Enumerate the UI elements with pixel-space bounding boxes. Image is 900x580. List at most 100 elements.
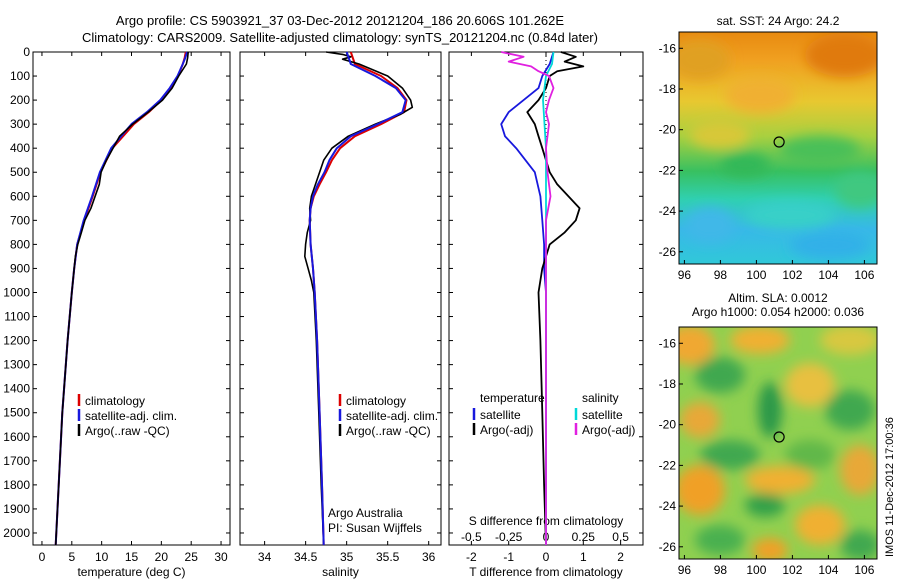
series-line-argo-raw-qc- [303, 51, 414, 546]
sla-map-title: Altim. SLA: 0.0012 [728, 291, 828, 305]
sst-map-field [679, 32, 877, 264]
map-x-tick-label: 102 [782, 268, 802, 282]
map-x-tick-label: 106 [854, 563, 874, 577]
depth-tick-label: 1100 [4, 310, 30, 324]
depth-tick-label: 1000 [3, 285, 30, 299]
map-y-tick-label: -22 [659, 163, 677, 177]
depth-tick-label: 1800 [3, 478, 30, 492]
legend-label: satellite [582, 408, 623, 422]
title-line-1: Argo profile: CS 5903921_37 03-Dec-2012 … [116, 13, 564, 28]
series-line-temperature-argo-adj- [526, 51, 585, 546]
legend-label: climatology [346, 394, 406, 408]
series-line-satellite-adj-clim- [308, 51, 407, 546]
depth-tick-label: 600 [10, 189, 30, 203]
map-y-tick-label: -22 [659, 458, 677, 472]
map-y-tick-label: -24 [659, 204, 677, 218]
depth-tick-label: 1300 [3, 358, 30, 372]
x-axis-label: T difference from climatology [469, 565, 623, 579]
x-tick-label: 20 [155, 550, 169, 564]
x-tick-label: 5 [68, 550, 75, 564]
annotation-pi: PI: Susan Wijffels [328, 521, 422, 535]
map-y-tick-label: -16 [659, 41, 677, 55]
x-axis-label: temperature (deg C) [77, 565, 185, 579]
sla-map-field [679, 327, 877, 559]
salinity-panel: 34 34.5 35 35.5 36 salinity climatologysatelli… [239, 51, 442, 579]
legend-label: Argo(..raw -QC) [85, 424, 170, 438]
map-x-tick-label: 104 [818, 268, 838, 282]
x2-tick-label: -0.25 [495, 530, 523, 544]
map-y-tick-label: -20 [659, 418, 677, 432]
x2-tick-label: 0.5 [612, 530, 629, 544]
sst-map-title: sat. SST: 24 Argo: 24.2 [717, 14, 840, 28]
x-tick-label: 35.5 [376, 550, 400, 564]
x-tick-label: 30 [214, 550, 228, 564]
sla-map-frame [678, 326, 878, 560]
x-tick-label: 25 [185, 550, 199, 564]
depth-tick-label: 2000 [3, 526, 30, 540]
legend-heading-temperature: temperature [480, 391, 545, 405]
temperature-panel: 0100200300400500600700800900100011001200… [3, 45, 231, 579]
annotation-argo-australia: Argo Australia [328, 506, 403, 520]
sst-map-panel: sat. SST: 24 Argo: 24.2 96 98 100 102 104 106… [659, 14, 878, 282]
x-tick-label: 1 [580, 550, 587, 564]
side-stamp: IMOS 11-Dec-2012 17:00:36 [884, 417, 896, 557]
series-line-climatology [54, 51, 187, 546]
x-tick-label: -2 [466, 550, 477, 564]
panel-frame [239, 51, 442, 546]
x-tick-label: 0 [543, 550, 550, 564]
legend-label: satellite [480, 408, 521, 422]
series-line-climatology [308, 51, 408, 546]
depth-tick-label: 1500 [3, 406, 30, 420]
depth-tick-label: 0 [23, 45, 30, 59]
map-y-tick-label: -18 [659, 82, 677, 96]
x-tick-label: 2 [617, 550, 624, 564]
series-line-temperature-satellite [500, 51, 555, 545]
sst-map-frame [678, 31, 878, 265]
map-x-tick-label: 100 [746, 563, 766, 577]
map-x-tick-label: 104 [818, 563, 838, 577]
map-x-tick-label: 98 [714, 563, 728, 577]
map-y-tick-label: -24 [659, 499, 677, 513]
series-line-salinity-argo-adj- [501, 51, 555, 545]
map-y-tick-label: -26 [659, 540, 677, 554]
x-tick-label: 15 [125, 550, 139, 564]
depth-tick-label: 300 [10, 117, 30, 131]
sst-argo-location-marker [773, 136, 785, 148]
depth-tick-label: 100 [10, 69, 30, 83]
depth-tick-label: 400 [10, 141, 30, 155]
map-x-tick-label: 106 [854, 268, 874, 282]
x-tick-label: 34 [258, 550, 272, 564]
sla-map-panel: Altim. SLA: 0.0012 Argo h1000: 0.054 h20… [659, 291, 878, 577]
x-tick-label: 35 [340, 550, 354, 564]
map-y-tick-label: -18 [659, 377, 677, 391]
map-x-tick-label: 102 [782, 563, 802, 577]
depth-tick-label: 1900 [3, 502, 30, 516]
x-tick-label: 36 [422, 550, 436, 564]
x-axis-label: salinity [322, 565, 359, 579]
depth-tick-label: 1700 [3, 454, 30, 468]
depth-tick-label: 500 [10, 165, 30, 179]
legend-label: satellite-adj. clim. [85, 409, 177, 423]
depth-tick-label: 1600 [3, 430, 30, 444]
depth-tick-label: 900 [10, 261, 30, 275]
x-tick-label: -1 [503, 550, 514, 564]
depth-tick-label: 700 [10, 213, 30, 227]
depth-tick-label: 1200 [3, 334, 30, 348]
sla-map-subtitle: Argo h1000: 0.054 h2000: 0.036 [692, 305, 864, 319]
depth-tick-label: 1400 [3, 382, 30, 396]
legend-label: satellite-adj. clim. [346, 409, 438, 423]
depth-tick-label: 200 [10, 93, 30, 107]
legend-label: Argo(-adj) [480, 423, 533, 437]
sla-map-axes: 96 98 100 102 104 106 -16 -18 -20 -22 -24 -26 [659, 336, 875, 577]
sla-argo-location-marker [773, 431, 785, 443]
legend-heading-salinity: salinity [582, 391, 619, 405]
x2-tick-label: 0.25 [572, 530, 596, 544]
map-x-tick-label: 96 [678, 268, 692, 282]
map-y-tick-label: -26 [659, 245, 677, 259]
x-tick-label: 34.5 [294, 550, 318, 564]
x2-tick-label: -0.5 [461, 530, 482, 544]
legend-label: Argo(..raw -QC) [346, 424, 431, 438]
map-x-tick-label: 96 [678, 563, 692, 577]
